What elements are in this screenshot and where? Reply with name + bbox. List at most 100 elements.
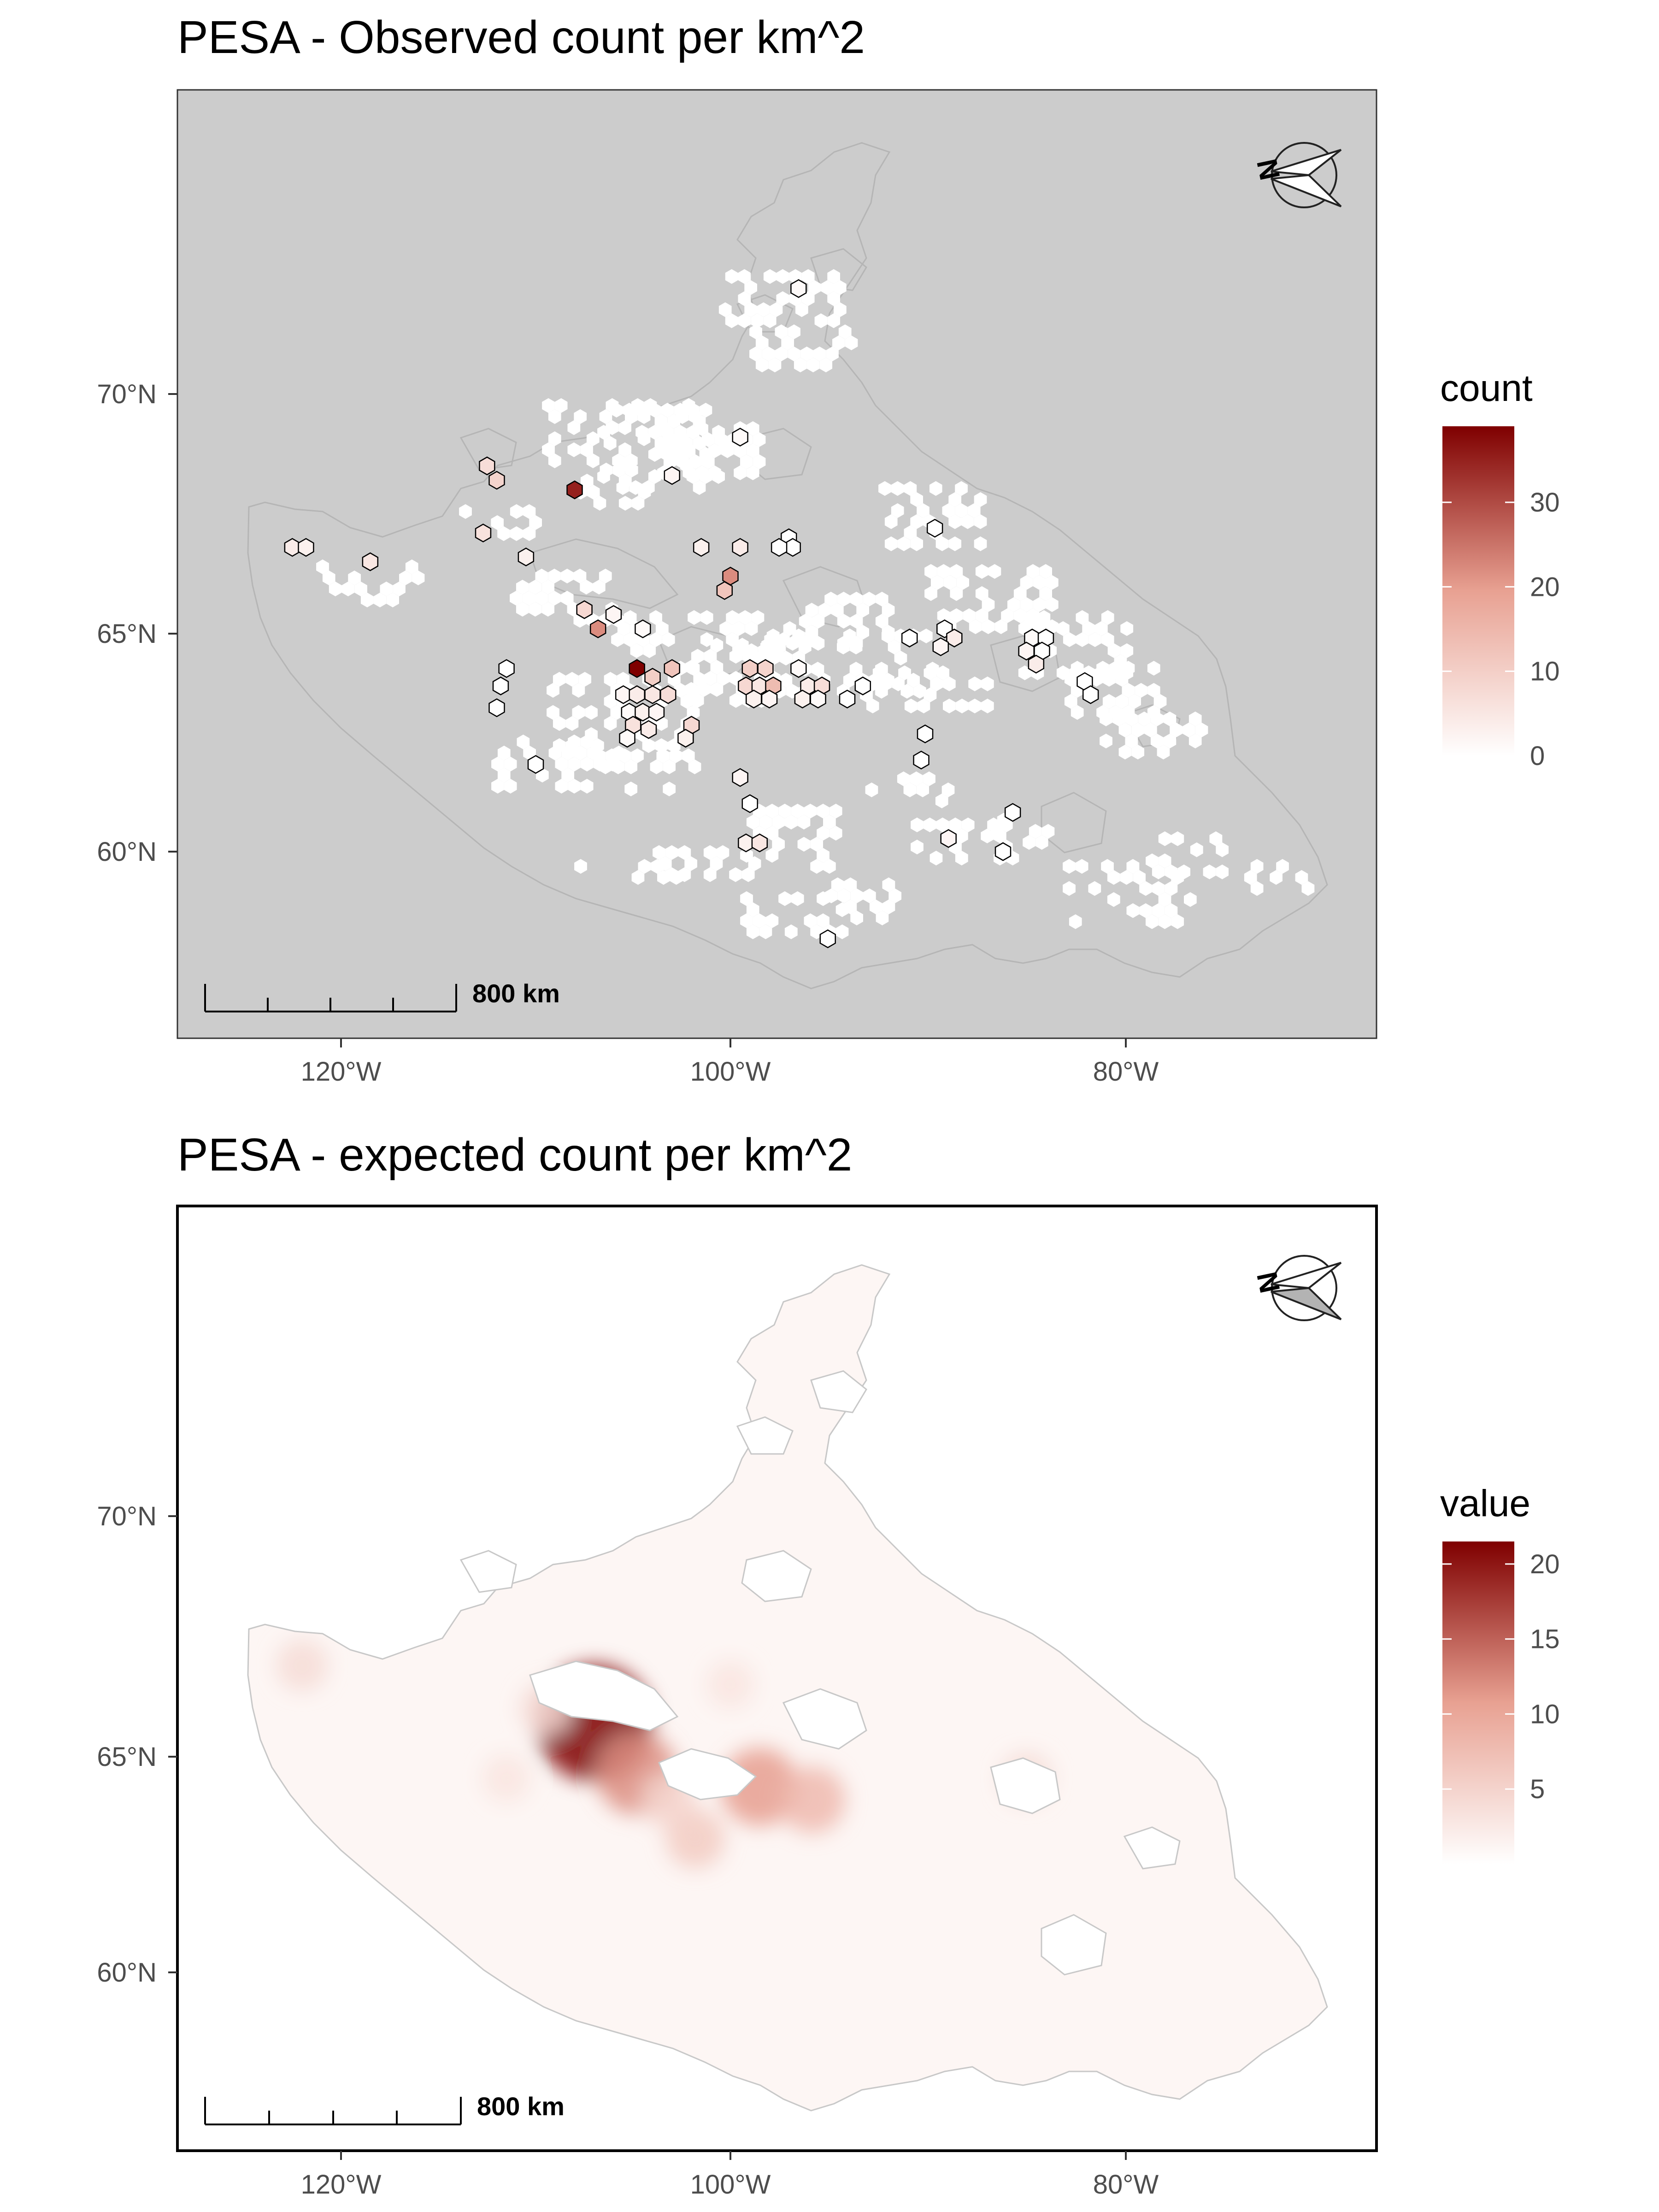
observed-hex xyxy=(489,699,505,717)
y-tick-label: 60°N xyxy=(97,837,157,867)
observed-hex xyxy=(285,539,300,556)
expected-hotspot xyxy=(276,1640,328,1691)
observed-hex xyxy=(567,481,582,499)
observed-hex xyxy=(678,729,693,747)
observed-hex xyxy=(479,457,494,475)
observed-hex xyxy=(791,660,806,677)
x-axis: 120°W 100°W 80°W xyxy=(301,2151,1159,2200)
y-axis: 70°N 65°N 60°N xyxy=(97,379,177,867)
x-tick-label: 80°W xyxy=(1093,2170,1159,2200)
expected-hotspot xyxy=(482,1754,530,1802)
observed-hex xyxy=(1005,804,1020,821)
y-axis: 70°N 65°N 60°N xyxy=(97,1501,177,1988)
panel-observed: PESA - Observed count per km^2 N 800 km xyxy=(97,12,1559,1087)
x-tick-label: 120°W xyxy=(301,1057,382,1087)
observed-hex xyxy=(742,795,758,812)
legend-tick-label: 5 xyxy=(1530,1774,1545,1804)
observed-hex xyxy=(476,524,491,542)
y-tick-label: 60°N xyxy=(97,1958,157,1988)
observed-hex xyxy=(499,660,514,677)
legend: value 20 15 10 5 xyxy=(1440,1483,1560,1864)
observed-hex xyxy=(606,606,621,623)
observed-hex xyxy=(665,467,680,484)
legend-title: value xyxy=(1440,1483,1530,1524)
observed-hex xyxy=(577,601,592,618)
observed-hex xyxy=(616,686,631,703)
x-axis: 120°W 100°W 80°W xyxy=(301,1038,1159,1087)
legend-tick-label: 15 xyxy=(1530,1624,1560,1654)
x-tick-label: 120°W xyxy=(301,2170,382,2200)
legend-tick-label: 10 xyxy=(1530,1699,1560,1729)
x-tick-label: 100°W xyxy=(690,2170,771,2200)
panel-title: PESA - expected count per km^2 xyxy=(177,1129,852,1181)
observed-hex xyxy=(914,751,929,769)
observed-hex xyxy=(635,620,650,638)
observed-hex xyxy=(629,660,645,677)
observed-hex xyxy=(733,769,748,786)
observed-hex xyxy=(649,703,664,721)
legend-tick-label: 20 xyxy=(1530,1549,1560,1579)
y-tick-label: 70°N xyxy=(97,379,157,409)
legend: count 0 10 20 30 xyxy=(1440,367,1560,771)
x-tick-label: 100°W xyxy=(690,1057,771,1087)
observed-hex xyxy=(1029,655,1044,673)
observed-hex xyxy=(771,539,787,556)
observed-hex xyxy=(855,677,871,695)
observed-hex xyxy=(645,686,660,703)
observed-hex xyxy=(762,690,777,708)
observed-hex xyxy=(363,553,378,571)
observed-hex xyxy=(493,677,508,695)
y-tick-label: 65°N xyxy=(97,1742,157,1772)
observed-hex xyxy=(489,471,505,489)
expected-hotspot xyxy=(706,1660,754,1708)
observed-hex xyxy=(785,539,800,556)
observed-hex xyxy=(635,703,650,721)
legend-tick-label: 20 xyxy=(1530,572,1560,602)
observed-hex xyxy=(733,539,748,556)
observed-hex xyxy=(738,834,753,852)
observed-hex xyxy=(518,548,534,566)
observed-hex xyxy=(947,629,962,647)
observed-hex xyxy=(820,930,835,947)
x-tick-label: 80°W xyxy=(1093,1057,1159,1087)
legend-tick-label: 30 xyxy=(1530,488,1560,518)
observed-hex xyxy=(746,690,761,708)
legend-colorbar xyxy=(1442,1541,1514,1864)
observed-hex xyxy=(752,834,767,852)
expected-hotspot xyxy=(779,1767,845,1833)
observed-hex xyxy=(665,660,680,677)
legend-tick-label: 10 xyxy=(1530,657,1560,687)
scale-bar-label: 800 km xyxy=(477,2092,565,2121)
scale-bar-label: 800 km xyxy=(472,979,560,1008)
observed-hex xyxy=(918,725,933,743)
observed-hex xyxy=(590,620,606,638)
observed-hex xyxy=(933,638,948,655)
observed-hex xyxy=(717,582,732,599)
observed-hex xyxy=(840,690,855,708)
observed-hex xyxy=(902,629,917,647)
observed-hex xyxy=(645,669,660,686)
observed-hex xyxy=(795,690,810,708)
legend-title: count xyxy=(1440,367,1533,409)
y-tick-label: 70°N xyxy=(97,1501,157,1531)
observed-hex xyxy=(528,756,543,773)
observed-hex xyxy=(641,721,656,738)
observed-hex xyxy=(742,660,758,677)
observed-hex xyxy=(1019,642,1034,660)
legend-colorbar xyxy=(1442,426,1514,756)
observed-hex xyxy=(941,830,956,847)
panel-expected: PESA - expected count per km^2 N 800 km … xyxy=(97,1129,1559,2200)
observed-hex xyxy=(1083,686,1098,703)
legend-tick-label: 0 xyxy=(1530,741,1545,771)
observed-hex xyxy=(927,519,942,537)
observed-hex xyxy=(791,280,806,297)
y-tick-label: 65°N xyxy=(97,619,157,649)
observed-hex xyxy=(629,686,645,703)
observed-hex xyxy=(811,690,826,708)
panel-title: PESA - Observed count per km^2 xyxy=(177,12,865,63)
observed-hex xyxy=(620,729,635,747)
observed-hex xyxy=(660,686,676,703)
observed-hex xyxy=(758,660,773,677)
observed-hex xyxy=(694,539,709,556)
